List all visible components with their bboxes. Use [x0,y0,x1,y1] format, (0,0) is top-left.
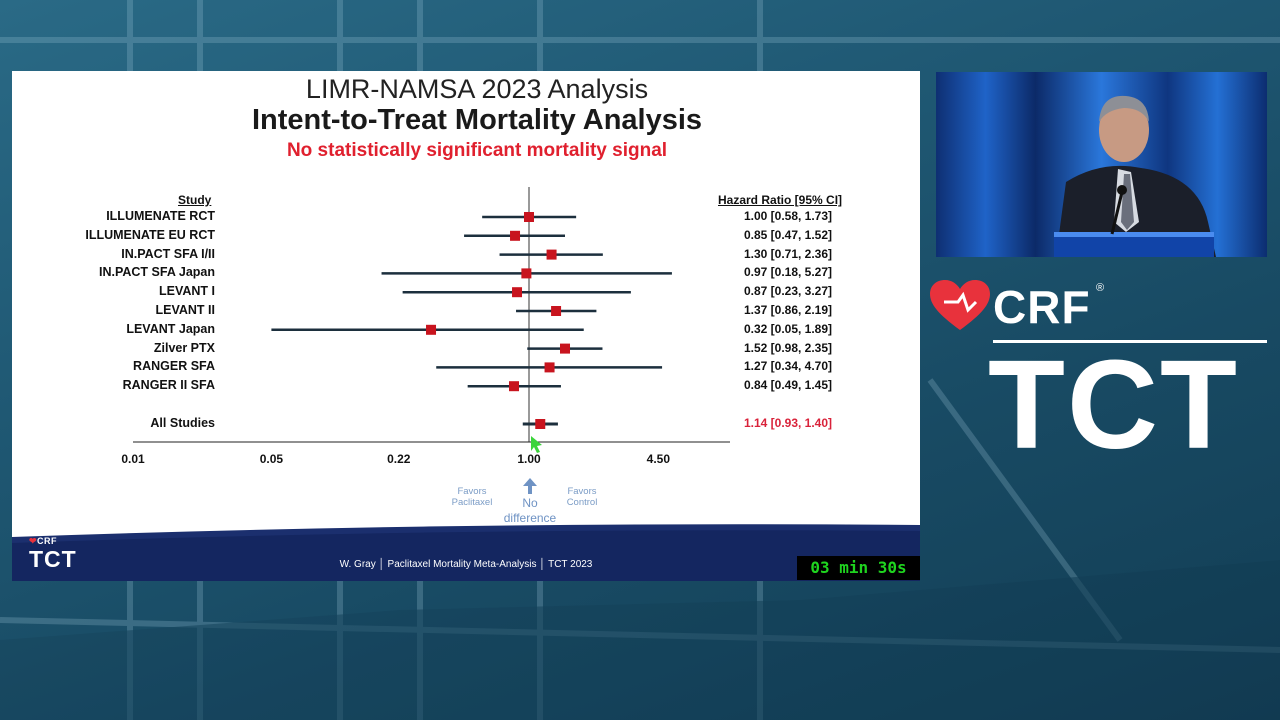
brand-crf-text: CRF [993,281,1091,333]
study-label: ILLUMENATE EU RCT [85,227,215,242]
summary-marker [535,419,546,429]
hr-value-label: 0.97 [0.18, 5.27] [743,265,833,280]
speaker-video [936,72,1267,257]
x-tick-label: 1.00 [517,452,541,466]
study-label: Zilver PTX [153,340,215,355]
favors-left-line1: Favors [457,486,487,497]
hr-marker [426,324,437,335]
favors-right-line1: Favors [567,486,597,497]
hazard-ratio-column-header: Hazard Ratio [95% CI] [718,193,843,207]
x-tick-label: 0.22 [387,452,411,466]
hr-value-label: 0.84 [0.49, 1.45] [743,378,833,393]
registered-mark: ® [1096,282,1105,294]
hr-value-label: 1.30 [0.71, 2.36] [743,246,833,261]
slide-heading: Intent-to-Treat Mortality Analysis [251,104,703,136]
hr-value-label: 0.85 [0.47, 1.52] [743,227,833,242]
speaker-image [936,72,1267,257]
x-tick-label: 0.01 [121,452,145,466]
brand-divider [993,340,1267,343]
hr-value-label: 1.00 [0.58, 1.73] [743,209,833,223]
up-arrow-icon [523,478,537,494]
pointer-cursor-icon [531,436,542,453]
footer-logo-crf: CRF [37,536,58,546]
countdown-timer: 03 min 30s [797,556,920,580]
study-label: LEVANT II [155,303,216,317]
x-tick-label: 0.05 [259,452,284,466]
study-label: IN.PACT SFA Japan [99,265,215,280]
study-label: ILLUMENATE RCT [106,209,215,223]
hr-value-label: 1.27 [0.34, 4.70] [743,359,833,374]
hr-marker [521,268,532,279]
study-label: All Studies [150,416,215,430]
hr-marker [524,212,534,222]
slide-subtitle: No statistically significant mortality s… [286,140,668,161]
favors-right-line2: Control [566,497,598,508]
heart-icon: ❤ [29,536,38,546]
hr-value-label: 1.52 [0.98, 2.35] [743,340,833,355]
slide-footer-text: W. Gray │ Paclitaxel Mortality Meta-Anal… [339,559,593,570]
hr-marker [510,230,521,241]
footer-logo-tct: TCT [29,546,77,572]
study-label: IN.PACT SFA I/II [121,246,215,261]
slide-footer-band [12,524,920,581]
presentation-slide: LIMR-NAMSA 2023 Analysis Intent-to-Treat… [12,71,920,581]
hr-value-label: 1.14 [0.93, 1.40] [743,416,833,430]
hr-value-label: 1.37 [0.86, 2.19] [743,303,833,317]
forest-plot [133,187,730,453]
study-column-header: Study [178,193,212,207]
hr-marker [560,343,571,354]
favors-paclitaxel-note: Favors Paclitaxel [442,486,502,508]
hr-value-label: 0.87 [0.23, 3.27] [743,284,833,299]
brand-tct-text: TCT [988,334,1239,475]
hr-marker [512,287,523,298]
favors-control-note: Favors Control [552,486,612,508]
heart-logo-icon [930,280,990,330]
study-label: LEVANT I [158,284,215,299]
study-label: RANGER SFA [133,359,215,374]
hr-marker [509,381,520,392]
hr-value-label: 0.32 [0.05, 1.89] [743,321,833,336]
study-label: RANGER II SFA [122,378,215,393]
hr-marker [544,362,555,373]
hr-marker [546,249,557,260]
no-difference-line2: difference [503,511,557,525]
x-tick-label: 4.50 [646,452,670,466]
study-label: LEVANT Japan [126,321,215,336]
favors-left-line2: Paclitaxel [451,497,493,508]
no-difference-note: No difference [490,496,570,526]
hr-marker [551,306,562,316]
no-difference-line1: No [522,496,538,510]
slide-title: LIMR-NAMSA 2023 Analysis [305,74,649,104]
slide-footer-logo: ❤CRF TCT [29,536,77,573]
